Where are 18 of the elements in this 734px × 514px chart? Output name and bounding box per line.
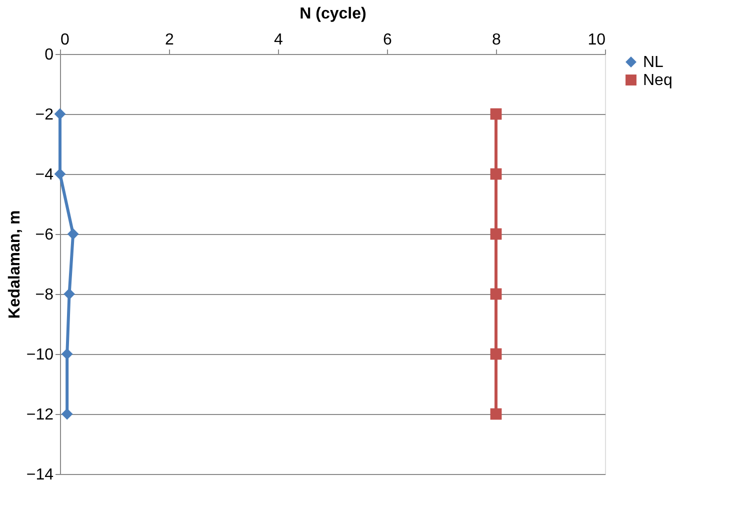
y-axis-title: Kedalaman, m (6, 210, 24, 319)
x-tick-label: 0 (60, 32, 70, 48)
y-tick-label: −4 (35, 166, 54, 184)
x-tick-label: 4 (274, 32, 284, 48)
y-tick-label: −8 (35, 286, 54, 304)
x-tick-label: 10 (588, 32, 606, 48)
y-tick-label: −6 (35, 226, 54, 244)
y-tick-label: −10 (26, 346, 54, 364)
y-tick-label: −14 (26, 466, 54, 484)
x-tick-label: 8 (492, 32, 502, 48)
y-tick-label: −12 (26, 406, 54, 424)
legend-label: NL (643, 54, 664, 71)
y-tick-label: 0 (44, 46, 54, 64)
legend-label: Neq (643, 72, 672, 89)
x-tick-label: 2 (165, 32, 174, 48)
y-tick-label: −2 (35, 106, 54, 124)
x-tick-label: 6 (383, 32, 392, 48)
x-axis-title: N (cycle) (300, 6, 366, 22)
